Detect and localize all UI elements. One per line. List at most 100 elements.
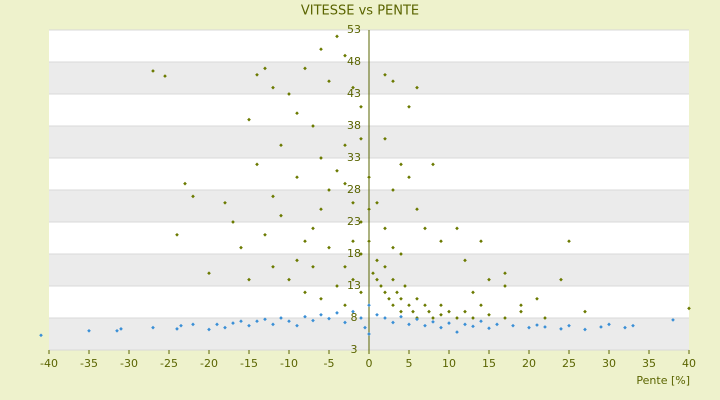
- point: [375, 200, 379, 205]
- point: [383, 136, 387, 141]
- point: [375, 312, 379, 317]
- point: [519, 309, 523, 314]
- point: [263, 232, 267, 237]
- point: [207, 271, 211, 276]
- point: [335, 168, 339, 173]
- point: [511, 323, 515, 328]
- point: [487, 312, 491, 317]
- point: [343, 181, 347, 186]
- point: [463, 309, 467, 314]
- point: [431, 316, 435, 320]
- y-tick-label: 3: [351, 343, 358, 356]
- point: [559, 327, 563, 331]
- x-tick-label: -25: [160, 357, 178, 370]
- point: [359, 104, 363, 109]
- x-tick-label: 30: [602, 357, 616, 370]
- x-tick-label: -40: [40, 357, 58, 370]
- point: [295, 258, 299, 263]
- x-axis-label: Pente [%]: [636, 374, 690, 387]
- x-tick-label: -30: [120, 357, 138, 370]
- point: [303, 290, 307, 295]
- x-tick-label: -35: [80, 357, 98, 370]
- point: [455, 226, 459, 231]
- point: [367, 303, 371, 308]
- point: [367, 207, 371, 212]
- point: [399, 296, 403, 301]
- point: [335, 311, 339, 315]
- point: [191, 194, 195, 199]
- point: [423, 303, 427, 308]
- point: [375, 277, 379, 282]
- point: [287, 277, 291, 282]
- point: [223, 325, 227, 330]
- y-tick-label: 23: [347, 215, 361, 228]
- x-tick-label: -20: [200, 357, 218, 370]
- point: [391, 277, 395, 282]
- point: [351, 200, 355, 205]
- point: [351, 309, 355, 314]
- point: [387, 296, 391, 301]
- point: [599, 325, 603, 329]
- point: [279, 143, 283, 148]
- point: [503, 316, 507, 320]
- point: [391, 245, 395, 250]
- point: [311, 226, 315, 231]
- point: [503, 271, 507, 276]
- point: [371, 271, 375, 276]
- point: [359, 290, 363, 295]
- point: [631, 323, 635, 328]
- point: [319, 296, 323, 301]
- x-tick-label: 25: [562, 357, 576, 370]
- point: [311, 264, 315, 269]
- y-tick-label: 18: [347, 247, 361, 260]
- point: [271, 264, 275, 269]
- point: [215, 322, 219, 327]
- point: [359, 316, 363, 320]
- point: [343, 143, 347, 148]
- x-tick-label: 20: [522, 357, 536, 370]
- point: [327, 188, 331, 192]
- point: [447, 309, 451, 314]
- point: [379, 284, 383, 288]
- point: [239, 245, 243, 250]
- point: [343, 303, 347, 308]
- point: [583, 327, 587, 332]
- point: [463, 258, 467, 263]
- point: [359, 220, 363, 224]
- point: [399, 252, 403, 256]
- x-tick-label: 5: [406, 357, 413, 370]
- y-tick-label: 8: [351, 311, 358, 324]
- point: [359, 136, 363, 141]
- point: [359, 252, 363, 256]
- point: [327, 245, 331, 250]
- point: [295, 175, 299, 180]
- point: [535, 296, 539, 301]
- y-tick-label: 53: [347, 23, 361, 36]
- point: [423, 323, 427, 328]
- point: [399, 162, 403, 167]
- point: [671, 318, 675, 322]
- y-tick-label: 43: [347, 87, 361, 100]
- point: [311, 318, 315, 323]
- y-tick-label: 38: [347, 119, 361, 132]
- point: [295, 323, 299, 328]
- point: [503, 284, 507, 288]
- point: [439, 325, 443, 330]
- point: [319, 312, 323, 317]
- y-tick-label: 33: [347, 151, 361, 164]
- point: [519, 303, 523, 308]
- point: [287, 319, 291, 324]
- point: [223, 200, 227, 205]
- y-tick-label: 48: [347, 55, 361, 68]
- point: [247, 277, 251, 282]
- point: [479, 303, 483, 308]
- point: [487, 277, 491, 282]
- point: [163, 74, 167, 78]
- point: [623, 325, 627, 330]
- point: [403, 284, 407, 288]
- point: [271, 194, 275, 199]
- y-tick-label: 28: [347, 183, 361, 196]
- point: [247, 323, 251, 328]
- point: [479, 239, 483, 244]
